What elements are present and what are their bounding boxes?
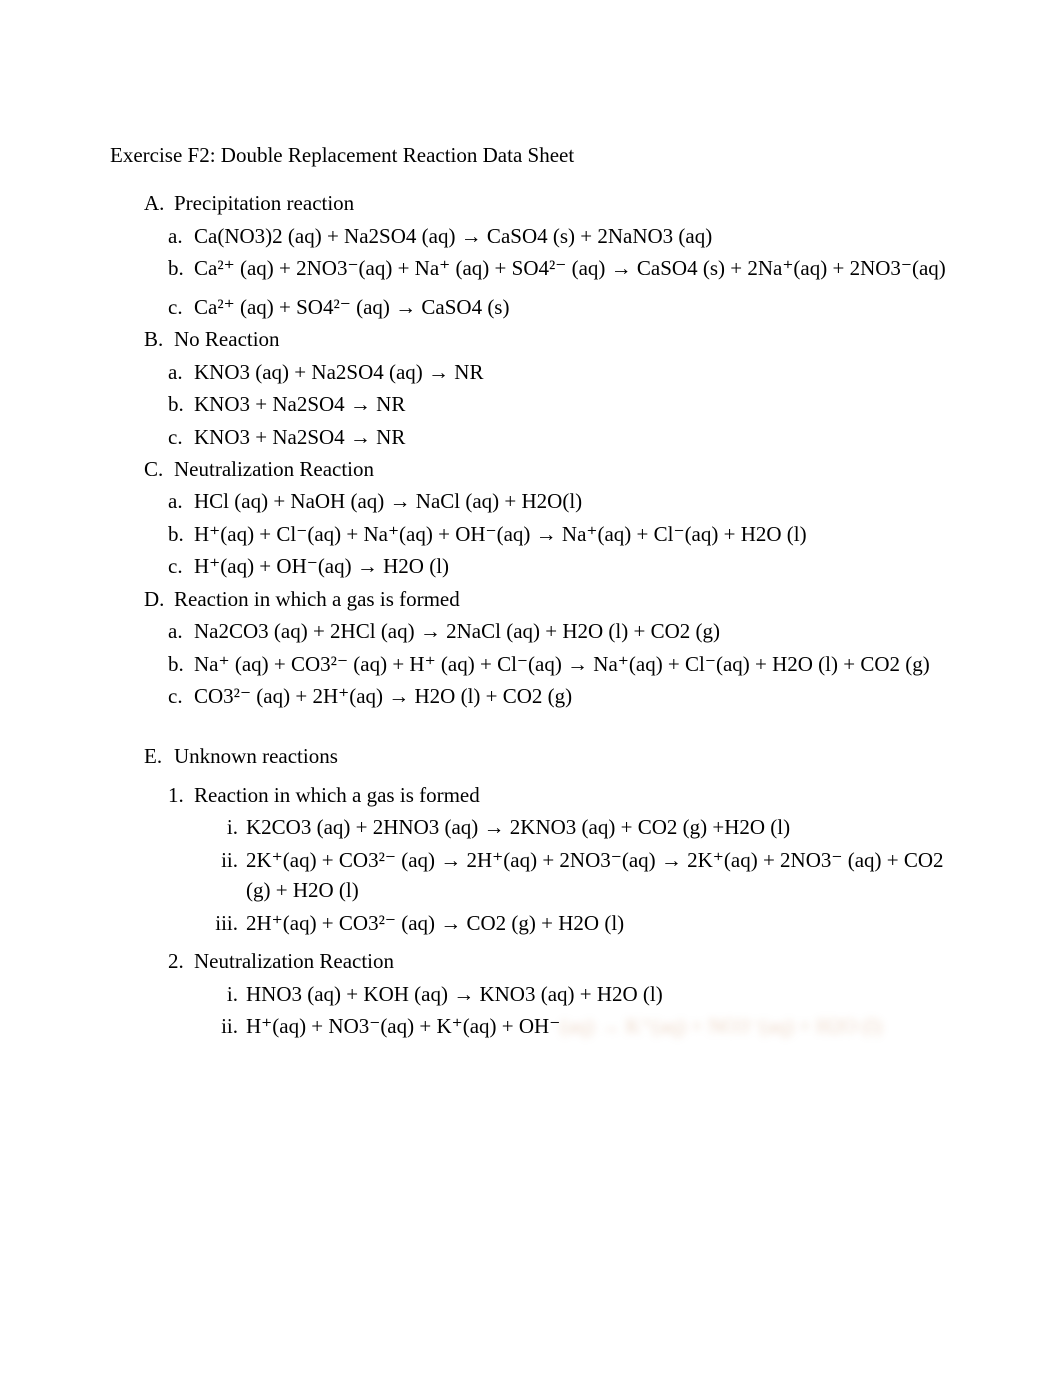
equation-row: i. K2CO3 (aq) + 2HNO3 (aq) → 2KNO3 (aq) …: [210, 812, 952, 842]
section-C: C. Neutralization Reaction: [144, 454, 952, 484]
section-marker: A.: [144, 188, 174, 218]
subsection-heading: Reaction in which a gas is formed: [194, 780, 952, 810]
section-heading: Neutralization Reaction: [174, 454, 374, 484]
equation-text: HNO3 (aq) + KOH (aq) → KNO3 (aq) + H2O (…: [246, 979, 952, 1009]
item-marker: i.: [210, 812, 246, 842]
equation-text: 2H⁺(aq) + CO3²⁻ (aq) → CO2 (g) + H2O (l): [246, 908, 952, 938]
page-title: Exercise F2: Double Replacement Reaction…: [110, 140, 952, 170]
section-D: D. Reaction in which a gas is formed: [144, 584, 952, 614]
item-marker: c.: [168, 551, 194, 581]
item-marker: a.: [168, 616, 194, 646]
subsection-E2: 2. Neutralization Reaction: [168, 946, 952, 976]
item-marker: c.: [168, 681, 194, 711]
equation-row: iii. 2H⁺(aq) + CO3²⁻ (aq) → CO2 (g) + H2…: [210, 908, 952, 938]
section-A: A. Precipitation reaction: [144, 188, 952, 218]
equation-text: 2K⁺(aq) + CO3²⁻ (aq) → 2H⁺(aq) + 2NO3⁻(a…: [246, 845, 952, 906]
equation-row: i. HNO3 (aq) + KOH (aq) → KNO3 (aq) + H2…: [210, 979, 952, 1009]
section-heading: Precipitation reaction: [174, 188, 354, 218]
section-heading: Unknown reactions: [174, 741, 338, 771]
item-marker: b.: [168, 389, 194, 419]
item-marker: b.: [168, 519, 194, 549]
equation-row: a. Na2CO3 (aq) + 2HCl (aq) → 2NaCl (aq) …: [168, 616, 952, 646]
equation-text: KNO3 (aq) + Na2SO4 (aq) → NR: [194, 357, 952, 387]
equation-text: KNO3 + Na2SO4 → NR: [194, 389, 952, 419]
subsection-marker: 1.: [168, 780, 194, 810]
equation-row: c. CO3²⁻ (aq) + 2H⁺(aq) → H2O (l) + CO2 …: [168, 681, 952, 711]
equation-row: b. KNO3 + Na2SO4 → NR: [168, 389, 952, 419]
equation-text: Na⁺ (aq) + CO3²⁻ (aq) + H⁺ (aq) + Cl⁻(aq…: [194, 649, 952, 679]
equation-text: Na2CO3 (aq) + 2HCl (aq) → 2NaCl (aq) + H…: [194, 616, 952, 646]
item-marker: c.: [168, 422, 194, 452]
section-marker: E.: [144, 741, 174, 771]
equation-text: H⁺(aq) + Cl⁻(aq) + Na⁺(aq) + OH⁻(aq) → N…: [194, 519, 952, 549]
item-marker: b.: [168, 253, 194, 283]
section-E: E. Unknown reactions: [144, 741, 952, 771]
item-marker: ii.: [210, 845, 246, 906]
equation-text: K2CO3 (aq) + 2HNO3 (aq) → 2KNO3 (aq) + C…: [246, 812, 952, 842]
section-heading: Reaction in which a gas is formed: [174, 584, 460, 614]
equation-row: b. Na⁺ (aq) + CO3²⁻ (aq) + H⁺ (aq) + Cl⁻…: [168, 649, 952, 679]
section-B: B. No Reaction: [144, 324, 952, 354]
subsection-marker: 2.: [168, 946, 194, 976]
equation-row: ii. 2K⁺(aq) + CO3²⁻ (aq) → 2H⁺(aq) + 2NO…: [210, 845, 952, 906]
equation-row: c. H⁺(aq) + OH⁻(aq) → H2O (l): [168, 551, 952, 581]
equation-text: KNO3 + Na2SO4 → NR: [194, 422, 952, 452]
section-marker: B.: [144, 324, 174, 354]
equation-row: c. Ca²⁺ (aq) + SO4²⁻ (aq) → CaSO4 (s): [168, 292, 952, 322]
subsection-E1: 1. Reaction in which a gas is formed: [168, 780, 952, 810]
equation-row: b. Ca²⁺ (aq) + 2NO3⁻(aq) + Na⁺ (aq) + SO…: [168, 253, 952, 283]
equation-row: a. Ca(NO3)2 (aq) + Na2SO4 (aq) → CaSO4 (…: [168, 221, 952, 251]
equation-text: Ca²⁺ (aq) + SO4²⁻ (aq) → CaSO4 (s): [194, 292, 952, 322]
item-marker: a.: [168, 221, 194, 251]
equation-row: c. KNO3 + Na2SO4 → NR: [168, 422, 952, 452]
item-marker: iii.: [210, 908, 246, 938]
equation-text: H⁺(aq) + NO3⁻(aq) + K⁺(aq) + OH⁻(aq) → K…: [246, 1011, 952, 1041]
equation-text: CO3²⁻ (aq) + 2H⁺(aq) → H2O (l) + CO2 (g): [194, 681, 952, 711]
section-marker: C.: [144, 454, 174, 484]
equation-row: ii. H⁺(aq) + NO3⁻(aq) + K⁺(aq) + OH⁻(aq)…: [210, 1011, 952, 1041]
equation-text: Ca(NO3)2 (aq) + Na2SO4 (aq) → CaSO4 (s) …: [194, 221, 952, 251]
item-marker: a.: [168, 357, 194, 387]
item-marker: i.: [210, 979, 246, 1009]
section-heading: No Reaction: [174, 324, 280, 354]
equation-text: HCl (aq) + NaOH (aq) → NaCl (aq) + H2O(l…: [194, 486, 952, 516]
item-marker: b.: [168, 649, 194, 679]
equation-row: b. H⁺(aq) + Cl⁻(aq) + Na⁺(aq) + OH⁻(aq) …: [168, 519, 952, 549]
item-marker: ii.: [210, 1011, 246, 1041]
item-marker: a.: [168, 486, 194, 516]
subsection-heading: Neutralization Reaction: [194, 946, 952, 976]
section-marker: D.: [144, 584, 174, 614]
equation-text: H⁺(aq) + OH⁻(aq) → H2O (l): [194, 551, 952, 581]
blurred-text: (aq) → K⁺(aq) + NO3⁻(aq) + H2O (l): [560, 1014, 882, 1038]
equation-text: Ca²⁺ (aq) + 2NO3⁻(aq) + Na⁺ (aq) + SO4²⁻…: [194, 253, 952, 283]
equation-row: a. KNO3 (aq) + Na2SO4 (aq) → NR: [168, 357, 952, 387]
equation-row: a. HCl (aq) + NaOH (aq) → NaCl (aq) + H2…: [168, 486, 952, 516]
item-marker: c.: [168, 292, 194, 322]
